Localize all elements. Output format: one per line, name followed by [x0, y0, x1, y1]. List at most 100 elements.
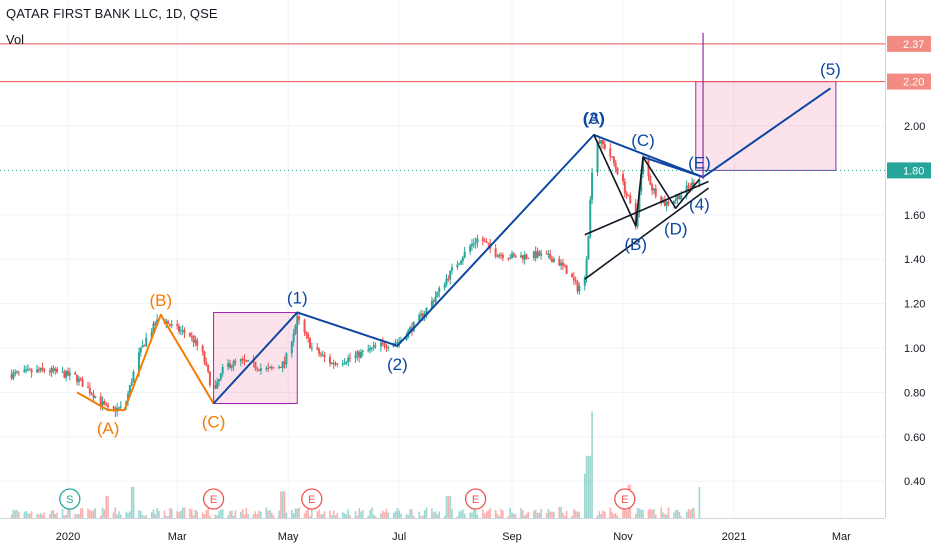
candle-body: [90, 393, 93, 395]
volume-bar: [553, 511, 555, 518]
volume-bar: [534, 509, 537, 518]
volume-bar: [514, 514, 517, 518]
earnings-event-marker[interactable]: [202, 488, 225, 510]
volume-bar: [596, 515, 599, 518]
volume-bar: [292, 513, 295, 518]
candle-body: [256, 368, 259, 370]
volume-bar: [614, 513, 617, 518]
candle-body: [330, 362, 333, 364]
candle-body: [101, 401, 104, 406]
volume-bar: [589, 455, 592, 518]
candle-body: [196, 340, 199, 346]
volume-bar: [180, 510, 182, 518]
candle-body: [438, 287, 441, 293]
volume-bar: [16, 509, 18, 518]
volume-bar: [311, 508, 313, 518]
candle-body: [500, 254, 503, 256]
candle-body: [43, 369, 46, 372]
candle-body: [600, 140, 603, 144]
volume-bar: [265, 507, 268, 518]
candle-body: [396, 342, 399, 344]
earnings-event-marker[interactable]: [464, 488, 487, 510]
volume-bar: [573, 508, 575, 518]
candle-body: [168, 323, 171, 326]
candle-body: [347, 357, 350, 363]
wave-trendline: [212, 87, 832, 405]
candle-body: [680, 195, 683, 200]
candle-body: [601, 140, 604, 145]
volume-bar: [178, 511, 180, 518]
candle-body: [361, 350, 364, 352]
candle-body: [640, 174, 643, 192]
candle-body: [379, 342, 382, 347]
volume-bar: [49, 514, 51, 518]
volume-bar: [687, 508, 690, 518]
volume-bar: [494, 510, 497, 518]
volume-bar: [563, 515, 566, 518]
volume-bar: [474, 509, 477, 518]
volume-bar: [298, 507, 300, 518]
volume-bar: [685, 511, 688, 518]
volume-bar: [463, 513, 466, 518]
candle-body: [183, 329, 186, 333]
volume-bar: [691, 508, 693, 518]
candle-body: [421, 313, 424, 317]
candle-body: [285, 353, 288, 365]
split-event-marker[interactable]: [59, 488, 81, 510]
volume-bar: [689, 509, 692, 518]
volume-bar: [613, 514, 615, 518]
volume-bar: [291, 509, 293, 518]
volume-bar: [616, 515, 619, 518]
volume-bar: [387, 512, 390, 518]
candle-body: [143, 345, 146, 347]
candle-body: [52, 368, 55, 371]
volume-bar: [74, 514, 77, 518]
volume-bar: [634, 513, 637, 518]
price-level-tag: [887, 162, 931, 179]
candle-body: [456, 264, 459, 268]
volume-bar: [509, 507, 511, 518]
volume-bar: [611, 511, 613, 518]
volume-bar: [347, 509, 350, 518]
volume-bar: [25, 511, 27, 518]
candle-body: [259, 368, 262, 371]
volume-bar: [38, 514, 40, 518]
candle-body: [430, 300, 433, 309]
volume-bar: [232, 515, 235, 518]
wave-label: (B): [149, 291, 172, 310]
candle-body: [265, 368, 268, 370]
candle-body: [192, 335, 195, 343]
volume-bar: [562, 512, 564, 518]
volume-bar: [538, 512, 541, 518]
volume-bar: [520, 507, 522, 518]
volume-bar: [640, 509, 642, 518]
candle-body: [501, 254, 504, 259]
wave-label: (D): [664, 219, 688, 238]
volume-bar: [354, 511, 357, 518]
earnings-event-marker[interactable]: [614, 488, 636, 510]
volume-bar: [39, 513, 42, 518]
volume-bar: [698, 486, 701, 518]
candle-body: [290, 341, 293, 354]
volume-bar: [69, 508, 71, 518]
volume-bar: [334, 515, 337, 518]
candle-body: [514, 255, 517, 258]
candle-body: [119, 406, 122, 408]
axis-corner: [885, 518, 932, 550]
candle-body: [476, 238, 479, 243]
candle-body: [521, 255, 524, 260]
candle-body: [28, 369, 31, 371]
candle-body: [549, 253, 552, 259]
candle-body: [227, 363, 230, 368]
volume-bar: [14, 510, 17, 518]
volume-bar: [240, 511, 242, 518]
earnings-event-marker[interactable]: [301, 488, 323, 510]
candle-body: [12, 372, 15, 379]
candle-body: [36, 369, 39, 373]
volume-bar: [380, 513, 382, 518]
candle-body: [667, 201, 670, 204]
candle-body: [591, 172, 594, 200]
candle-body: [48, 371, 51, 373]
volume-bar: [674, 509, 677, 518]
